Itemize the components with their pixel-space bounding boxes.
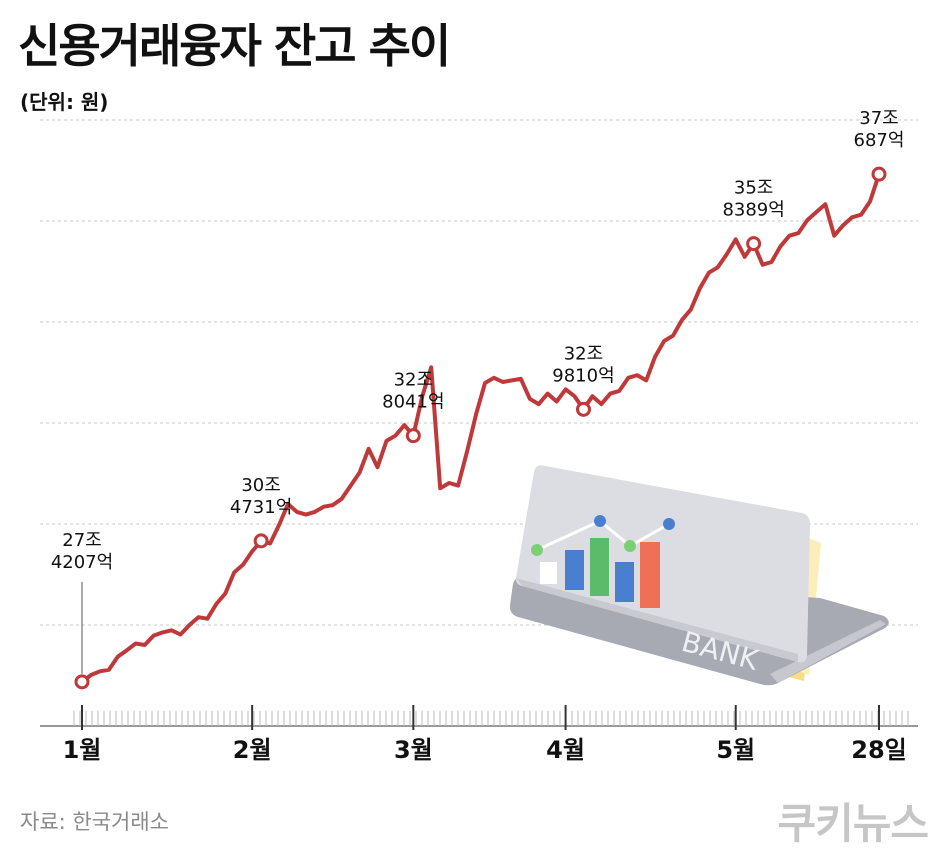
card-dot — [594, 515, 606, 527]
data-label: 35조 — [734, 178, 773, 199]
x-axis-labels: 1월 2월 3월 4월 5월 28일 — [63, 736, 907, 764]
data-point-marker — [746, 236, 762, 252]
card-dot — [531, 544, 543, 556]
x-tick-label: 28일 — [851, 736, 906, 764]
annotation-labels: 27조4207억30조4731억32조8041억32조9810억35조8389억… — [51, 108, 905, 573]
series-line-group — [80, 172, 881, 684]
data-label: 8389억 — [722, 200, 784, 221]
card-trend-line — [536, 519, 670, 552]
data-point-marker — [253, 533, 269, 549]
data-point-marker — [74, 674, 90, 690]
card-bar-red — [640, 542, 660, 608]
page-title: 신용거래융자 잔고 추이 — [18, 19, 451, 73]
data-point-marker — [575, 401, 591, 417]
unit-label: (단위: 원) — [20, 90, 109, 114]
card-bar-blue-1 — [565, 550, 584, 590]
card-top-shade — [516, 578, 798, 662]
data-label: 8041억 — [382, 392, 444, 413]
x-tick-label: 4월 — [546, 736, 585, 764]
source-note: 자료: 한국거래소 — [20, 810, 169, 834]
x-axis — [40, 705, 918, 730]
card-dot — [663, 518, 675, 530]
card-dot — [624, 540, 636, 552]
data-point-marker — [405, 428, 421, 444]
card-bar-white — [540, 562, 557, 584]
data-label: 9810억 — [552, 365, 614, 386]
x-tick-label: 2월 — [233, 736, 272, 764]
card-bottom-highlight — [770, 620, 886, 683]
series-line — [80, 172, 881, 684]
data-label: 37조 — [859, 108, 898, 129]
gridlines — [40, 119, 918, 626]
card-top — [515, 465, 810, 663]
data-label: 30조 — [241, 475, 280, 496]
data-label: 4207억 — [51, 552, 113, 573]
data-point-marker — [871, 166, 887, 182]
data-label: 27조 — [62, 530, 101, 551]
card-bar-blue-2 — [615, 562, 634, 602]
card-bar-green — [590, 538, 609, 596]
x-tick-label: 3월 — [394, 736, 433, 764]
data-label: 687억 — [854, 130, 905, 151]
data-label: 32조 — [564, 343, 603, 364]
annotation-markers — [74, 166, 887, 690]
data-label: 4731억 — [230, 497, 292, 518]
x-tick-label: 5월 — [716, 736, 755, 764]
data-label: 32조 — [394, 370, 433, 391]
brand-logo: 쿠키뉴스 — [777, 799, 929, 848]
bank-card-illustration: BANK — [509, 465, 889, 686]
x-tick-label: 1월 — [63, 736, 102, 764]
